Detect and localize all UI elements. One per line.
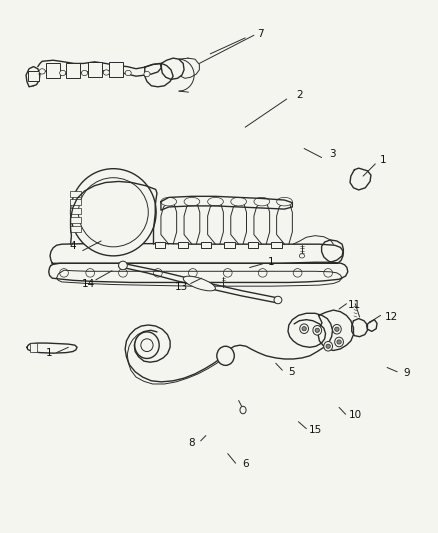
Bar — [70, 191, 81, 197]
Bar — [178, 241, 188, 248]
Ellipse shape — [313, 326, 321, 335]
Ellipse shape — [153, 269, 162, 277]
Ellipse shape — [299, 254, 304, 258]
Polygon shape — [231, 201, 247, 244]
Bar — [46, 63, 60, 78]
Ellipse shape — [81, 70, 88, 76]
Polygon shape — [318, 310, 353, 351]
Polygon shape — [184, 201, 200, 244]
Ellipse shape — [258, 269, 267, 277]
Polygon shape — [145, 63, 173, 87]
Ellipse shape — [254, 197, 270, 206]
Polygon shape — [50, 244, 343, 263]
Bar — [88, 62, 102, 77]
Bar — [110, 62, 124, 77]
Text: 9: 9 — [403, 368, 410, 378]
Ellipse shape — [324, 269, 332, 277]
Ellipse shape — [78, 177, 148, 247]
Bar — [70, 225, 81, 232]
Ellipse shape — [332, 325, 341, 334]
Polygon shape — [277, 201, 292, 244]
Ellipse shape — [184, 197, 200, 206]
Ellipse shape — [231, 197, 247, 206]
Ellipse shape — [324, 342, 332, 351]
Text: 1: 1 — [379, 155, 386, 165]
Bar — [201, 241, 211, 248]
Text: 10: 10 — [349, 410, 362, 421]
Bar — [248, 241, 258, 248]
Polygon shape — [27, 343, 77, 353]
Text: 1: 1 — [268, 257, 275, 267]
Bar — [70, 199, 81, 205]
Polygon shape — [26, 67, 40, 87]
Bar — [30, 343, 37, 352]
Polygon shape — [208, 201, 223, 244]
Text: 3: 3 — [329, 149, 336, 159]
Text: 1: 1 — [46, 348, 52, 358]
Ellipse shape — [335, 327, 339, 332]
Text: 15: 15 — [308, 425, 321, 435]
Ellipse shape — [217, 346, 234, 366]
Ellipse shape — [337, 340, 341, 344]
Ellipse shape — [315, 328, 319, 333]
Ellipse shape — [335, 337, 343, 347]
Polygon shape — [161, 58, 184, 79]
Ellipse shape — [125, 70, 131, 76]
Ellipse shape — [144, 71, 150, 77]
Bar — [155, 241, 165, 248]
Text: 14: 14 — [81, 279, 95, 288]
Ellipse shape — [208, 197, 223, 206]
Ellipse shape — [302, 327, 306, 331]
Ellipse shape — [223, 269, 232, 277]
Bar — [272, 241, 282, 248]
Bar — [66, 63, 80, 78]
Ellipse shape — [60, 269, 68, 277]
Polygon shape — [71, 181, 157, 244]
Text: 7: 7 — [257, 29, 264, 39]
Polygon shape — [119, 263, 280, 303]
Text: 11: 11 — [348, 300, 361, 310]
Polygon shape — [161, 196, 292, 210]
Bar — [70, 208, 81, 214]
Ellipse shape — [326, 344, 330, 349]
Ellipse shape — [71, 168, 156, 256]
Text: 13: 13 — [175, 282, 188, 292]
Polygon shape — [321, 240, 343, 262]
Ellipse shape — [135, 332, 159, 359]
Text: 5: 5 — [288, 367, 294, 377]
Ellipse shape — [183, 276, 215, 291]
Polygon shape — [352, 319, 367, 337]
Text: 6: 6 — [242, 459, 248, 469]
Ellipse shape — [141, 339, 153, 352]
Text: 12: 12 — [385, 312, 398, 322]
Text: 8: 8 — [189, 438, 195, 448]
Ellipse shape — [277, 197, 292, 206]
Text: 4: 4 — [69, 241, 76, 251]
Ellipse shape — [119, 269, 127, 277]
Polygon shape — [350, 168, 371, 190]
Polygon shape — [227, 313, 332, 359]
Ellipse shape — [103, 70, 110, 75]
Ellipse shape — [39, 69, 45, 74]
Ellipse shape — [86, 269, 95, 277]
Ellipse shape — [161, 197, 177, 206]
Ellipse shape — [274, 296, 282, 304]
Bar — [28, 71, 39, 82]
Ellipse shape — [300, 324, 308, 334]
Polygon shape — [49, 262, 348, 282]
Ellipse shape — [240, 406, 246, 414]
Ellipse shape — [293, 269, 302, 277]
Ellipse shape — [60, 70, 66, 76]
Ellipse shape — [188, 269, 197, 277]
Polygon shape — [125, 325, 227, 382]
Polygon shape — [367, 320, 377, 332]
Bar — [224, 241, 235, 248]
Polygon shape — [254, 201, 270, 244]
Polygon shape — [161, 201, 177, 244]
Polygon shape — [57, 270, 342, 286]
Bar — [70, 216, 81, 223]
Ellipse shape — [119, 261, 127, 270]
Text: 2: 2 — [297, 90, 303, 100]
